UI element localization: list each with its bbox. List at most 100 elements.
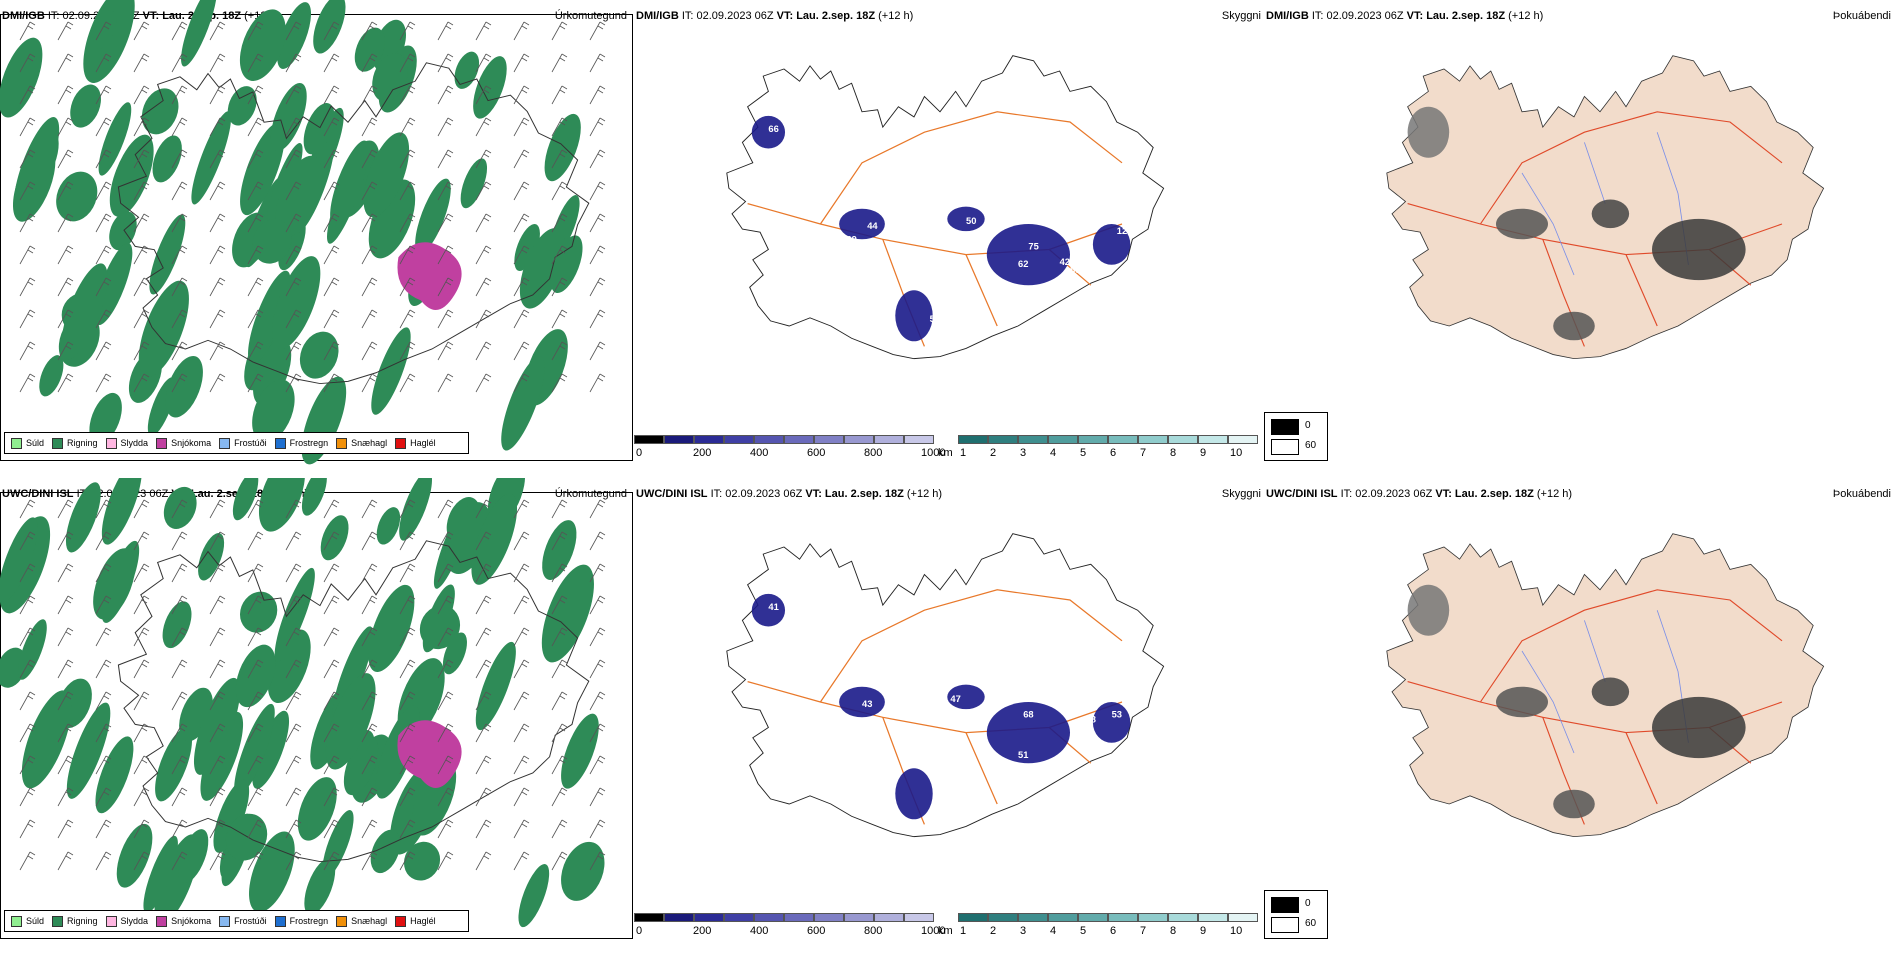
ceiling-scale-label: 800 <box>864 447 883 459</box>
wind-barb <box>513 691 530 711</box>
lead-time: (+12 h) <box>878 10 914 22</box>
wind-barb <box>95 531 112 551</box>
rain-area <box>21 690 72 789</box>
wind-barb <box>399 499 416 519</box>
precip-legend-item: Slydda <box>105 437 149 449</box>
wind-barb <box>285 245 302 265</box>
rain-area <box>297 777 337 841</box>
wind-barb <box>133 85 150 105</box>
wind-barb <box>57 691 74 711</box>
rain-area <box>301 376 347 465</box>
wind-barb <box>285 149 302 169</box>
wind-barb <box>475 563 492 583</box>
precip-legend-swatch <box>11 915 22 927</box>
wind-barb <box>133 563 150 583</box>
rain-area <box>313 0 346 54</box>
wind-barb <box>551 499 568 519</box>
rain-area <box>61 263 108 360</box>
wind-barb <box>19 531 36 551</box>
wind-barb <box>589 851 606 871</box>
fog-area <box>1591 199 1630 229</box>
wind-barb <box>437 149 454 169</box>
wind-barb <box>437 373 454 393</box>
wind-barb <box>475 341 492 361</box>
wind-barb <box>323 341 340 361</box>
precip-map <box>0 478 606 928</box>
wind-barb <box>437 341 454 361</box>
wind-barb <box>95 85 112 105</box>
snow-area <box>397 242 462 310</box>
wind-barb <box>57 595 74 615</box>
precip-legend: Súld Rigning Slydda Snjókoma Frostúði Frostre… <box>4 432 469 454</box>
visibility-scale-segment <box>988 435 1018 444</box>
wind-barb <box>361 787 378 807</box>
rain-area <box>162 601 192 649</box>
wind-barb <box>361 213 378 233</box>
wind-barb <box>361 309 378 329</box>
wind-barb <box>437 531 454 551</box>
wind-barb <box>95 117 112 137</box>
wind-barb <box>171 531 188 551</box>
visibility-scale-unit: km <box>938 447 953 459</box>
wind-barb <box>247 755 264 775</box>
rain-area <box>325 673 376 770</box>
wind-barb <box>57 819 74 839</box>
wind-barb <box>19 627 36 647</box>
precip-legend-label: Snjókoma <box>171 916 212 926</box>
wind-barb <box>399 691 416 711</box>
road <box>819 111 1123 225</box>
wind-barb <box>95 181 112 201</box>
wind-barb <box>19 787 36 807</box>
wind-barb <box>95 819 112 839</box>
wind-barb <box>361 563 378 583</box>
wind-barb <box>323 563 340 583</box>
wind-barb <box>437 21 454 41</box>
precip-legend-item: Haglél <box>395 915 436 927</box>
coastline <box>117 62 590 385</box>
wind-barb <box>361 627 378 647</box>
precip-legend-label: Slydda <box>120 438 149 448</box>
wind-barb <box>95 245 112 265</box>
ceiling-scale-label: 400 <box>750 925 769 937</box>
rain-area <box>95 736 134 814</box>
precip-legend-label: Frostúði <box>234 438 267 448</box>
fog-map <box>1386 55 1825 360</box>
wind-barb <box>475 787 492 807</box>
wind-barb <box>589 117 606 137</box>
wind-barb <box>171 85 188 105</box>
wind-barb <box>551 627 568 647</box>
wind-barb <box>551 277 568 297</box>
wind-barb <box>399 213 416 233</box>
wind-barb <box>133 373 150 393</box>
wind-barb <box>323 755 340 775</box>
rain-area <box>368 179 416 259</box>
wind-barb <box>513 499 530 519</box>
wind-barb <box>57 309 74 329</box>
rain-area <box>141 88 179 135</box>
ceiling-scale-segment <box>874 913 904 922</box>
wind-barb <box>399 85 416 105</box>
wind-barb <box>323 627 340 647</box>
valid-time-label: VT: <box>1435 488 1452 500</box>
ceiling-scale-segment <box>694 913 724 922</box>
rain-area <box>66 702 111 799</box>
wind-barb <box>513 213 530 233</box>
wind-barb <box>133 595 150 615</box>
wind-barb <box>551 659 568 679</box>
wind-barb <box>285 213 302 233</box>
wind-barb <box>399 755 416 775</box>
wind-barb <box>513 755 530 775</box>
precip-legend-swatch <box>395 915 407 927</box>
wind-barb <box>247 373 264 393</box>
valid-time: Lau. 2.sep. 18Z <box>796 10 876 22</box>
wind-barb <box>475 691 492 711</box>
wind-barb <box>19 213 36 233</box>
wind-barb <box>19 277 36 297</box>
rain-area <box>200 711 244 801</box>
wind-barb <box>399 851 416 871</box>
wind-barb <box>475 819 492 839</box>
wind-barb <box>285 499 302 519</box>
wind-barb <box>437 499 454 519</box>
wind-barb <box>19 85 36 105</box>
wind-barb <box>209 117 226 137</box>
